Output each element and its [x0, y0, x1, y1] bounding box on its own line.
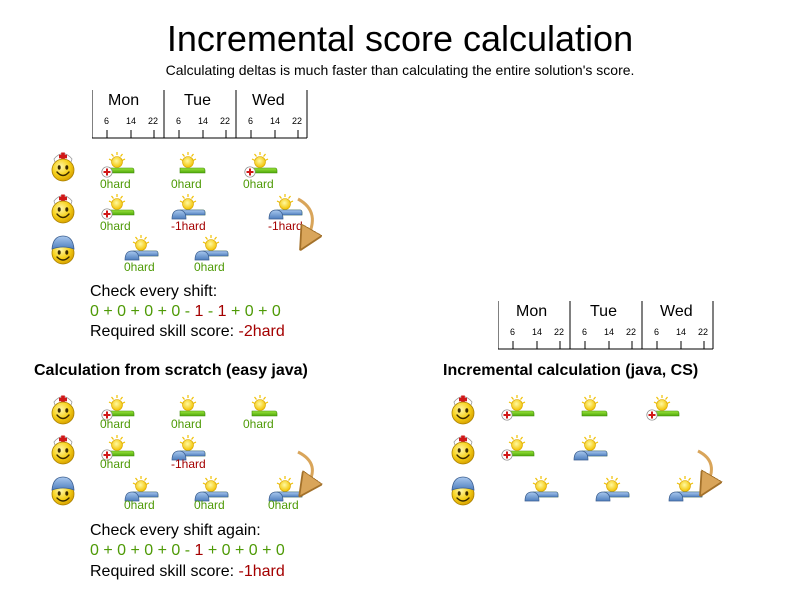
shift-score: 0hard [171, 177, 202, 191]
tick-label: 6 [104, 116, 110, 126]
result-scratch: Required skill score: -1hard [90, 562, 285, 582]
sum-term: 1 [194, 542, 204, 559]
section-heading-scratch: Calculation from scratch (easy java) [34, 362, 308, 379]
employee-cap-icon [451, 476, 475, 506]
result-value: -1hard [238, 563, 285, 580]
shift-cap-icon[interactable] [595, 475, 630, 502]
tick-label: 6 [510, 327, 516, 337]
shift-plain-icon[interactable] [171, 151, 206, 178]
employee-cap-icon [51, 235, 75, 265]
employee-nurse-icon [51, 394, 75, 425]
shift-nurse-icon[interactable] [100, 193, 135, 220]
check-label-top: Check every shift: [90, 283, 218, 300]
timeline-top: Mon Tue Wed 6 14 22 6 14 22 6 14 22 [92, 88, 308, 140]
shift-score: 0hard [268, 498, 299, 512]
tick-label: 22 [292, 116, 303, 126]
employee-nurse-icon [451, 434, 475, 465]
timeline-right: Mon Tue Wed 6 14 22 6 14 22 6 14 22 [498, 299, 714, 351]
employee-nurse-icon [51, 434, 75, 465]
shift-cap-icon[interactable] [573, 434, 608, 461]
shift-score: 0hard [243, 177, 274, 191]
tick-label: 22 [626, 327, 637, 337]
tick-label: 22 [148, 116, 159, 126]
score-sum-top: 0 + 0 + 0 + 0 - 1 - 1 + 0 + 0 [90, 302, 281, 322]
employee-cap-icon [51, 476, 75, 506]
tick-label: 14 [198, 116, 209, 126]
tick-label: 22 [220, 116, 231, 126]
shift-score: 0hard [100, 177, 131, 191]
employee-nurse-icon [51, 193, 75, 224]
shift-nurse-icon[interactable] [500, 434, 535, 461]
day-label-wed: Wed [252, 92, 285, 109]
shift-cap-icon[interactable] [171, 434, 206, 461]
shift-score: 0hard [100, 417, 131, 431]
shift-score: -1hard [171, 219, 206, 233]
tick-label: 14 [126, 116, 137, 126]
shift-score: 0hard [194, 498, 225, 512]
sum-term: - [180, 303, 195, 320]
sum-term: 0 + 0 + 0 + 0 [90, 303, 181, 320]
shift-cap-icon[interactable] [194, 234, 229, 261]
shift-nurse-icon[interactable] [645, 394, 680, 421]
sum-term: + 0 + 0 [226, 303, 281, 320]
shift-nurse-icon[interactable] [100, 434, 135, 461]
tick-label: 14 [270, 116, 281, 126]
tick-label: 6 [654, 327, 660, 337]
day-label-tue: Tue [590, 303, 617, 320]
check-label-scratch: Check every shift again: [90, 522, 261, 539]
sum-term: - [203, 303, 218, 320]
shift-cap-icon[interactable] [124, 475, 159, 502]
shift-score: 0hard [100, 457, 131, 471]
shift-score: 0hard [124, 498, 155, 512]
tick-label: 14 [676, 327, 687, 337]
shift-cap-icon[interactable] [194, 475, 229, 502]
shift-cap-icon[interactable] [524, 475, 559, 502]
result-top: Required skill score: -2hard [90, 322, 285, 342]
sum-term: 0 + 0 + 0 + 0 [90, 542, 181, 559]
shift-score: 0hard [124, 260, 155, 274]
score-sum-scratch: 0 + 0 + 0 + 0 - 1 + 0 + 0 + 0 [90, 541, 285, 561]
day-label-tue: Tue [184, 92, 211, 109]
result-label: Required skill score: [90, 563, 239, 580]
shift-nurse-icon[interactable] [243, 151, 278, 178]
sum-term: 1 [217, 303, 227, 320]
tick-label: 6 [582, 327, 588, 337]
shift-plain-icon[interactable] [573, 394, 608, 421]
shift-score: -1hard [268, 219, 303, 233]
shift-cap-icon[interactable] [124, 234, 159, 261]
shift-score: 0hard [100, 219, 131, 233]
sum-term: - [180, 542, 195, 559]
sum-term: 1 [194, 303, 204, 320]
day-label-mon: Mon [516, 303, 548, 320]
tick-label: 14 [604, 327, 615, 337]
timeline-axis [92, 90, 308, 139]
tick-label: 14 [532, 327, 543, 337]
employee-nurse-icon [451, 394, 475, 425]
page-title: Incremental score calculation [166, 18, 634, 59]
shift-score: -1hard [171, 457, 206, 471]
result-label: Required skill score: [90, 323, 239, 340]
shift-score: 0hard [171, 417, 202, 431]
timeline-axis [498, 301, 714, 350]
section-heading-incremental: Incremental calculation (java, CS) [443, 362, 699, 379]
day-label-wed: Wed [660, 303, 693, 320]
tick-label: 22 [698, 327, 709, 337]
tick-label: 6 [176, 116, 182, 126]
tick-label: 22 [554, 327, 565, 337]
day-label-mon: Mon [108, 92, 140, 109]
tick-label: 6 [248, 116, 254, 126]
shift-cap-icon[interactable] [268, 193, 303, 220]
shift-score: 0hard [243, 417, 274, 431]
shift-cap-icon[interactable] [171, 193, 206, 220]
sum-term: + 0 + 0 + 0 [203, 542, 285, 559]
result-value: -2hard [238, 323, 285, 340]
page-subtitle: Calculating deltas is much faster than c… [165, 62, 635, 78]
shift-nurse-icon[interactable] [100, 151, 135, 178]
employee-nurse-icon [51, 151, 75, 182]
shift-score: 0hard [194, 260, 225, 274]
shift-cap-icon[interactable] [668, 475, 703, 502]
shift-nurse-icon[interactable] [500, 394, 535, 421]
shift-nurse-icon[interactable] [100, 394, 135, 421]
